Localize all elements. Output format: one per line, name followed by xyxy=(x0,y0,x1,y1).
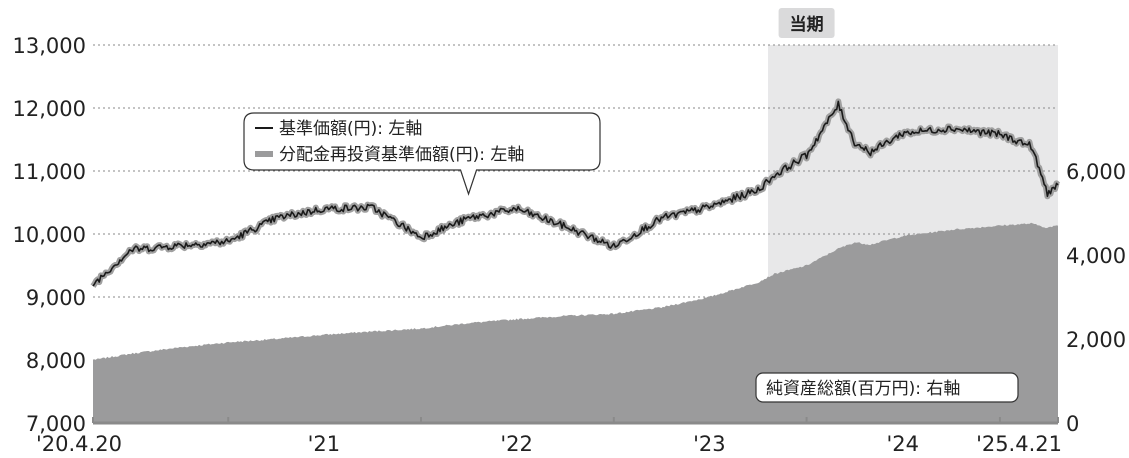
series-nav-line xyxy=(92,100,1059,287)
y-left-tick-label: 13,000 xyxy=(13,34,86,58)
x-tick-label: '24 xyxy=(886,432,919,456)
legend-nav-label: 基準価額(円): 左軸 xyxy=(279,119,422,139)
y-left-tick-label: 12,000 xyxy=(13,97,86,121)
x-tick-label: '21 xyxy=(308,432,341,456)
y-right-tick-label: 2,000 xyxy=(1066,328,1126,352)
y-left-tick-label: 7,000 xyxy=(26,412,86,436)
y-left-tick-label: 10,000 xyxy=(13,223,86,247)
y-left-tick-label: 9,000 xyxy=(26,286,86,310)
x-tick-label: '25.4.21 xyxy=(976,432,1062,456)
current-period-tag xyxy=(778,8,835,38)
y-left-tick-label: 8,000 xyxy=(26,349,86,373)
legend-assets-box xyxy=(755,372,1019,403)
x-tick-label: '20.4.20 xyxy=(36,432,122,456)
current-period-label: 当期 xyxy=(790,14,824,35)
legend-assets-label: 純資産総額(百万円): 右軸 xyxy=(766,379,960,399)
y-right-tick-label: 4,000 xyxy=(1066,244,1126,268)
legend-reinvested-label: 分配金再投資基準価額(円): 左軸 xyxy=(279,145,524,165)
y-left-tick-label: 11,000 xyxy=(13,160,86,184)
x-tick-label: '22 xyxy=(500,432,533,456)
legend-nav-box xyxy=(243,112,601,196)
y-right-tick-label: 0 xyxy=(1066,412,1079,436)
y-right-tick-label: 6,000 xyxy=(1066,160,1126,184)
x-tick-label: '23 xyxy=(693,432,726,456)
